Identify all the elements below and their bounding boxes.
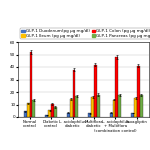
Bar	[67, 113, 70, 117]
Bar	[51, 104, 54, 117]
Bar	[70, 99, 72, 117]
Bar	[118, 95, 121, 117]
Bar	[24, 111, 27, 117]
Bar	[48, 110, 51, 117]
Bar	[140, 94, 142, 117]
Bar	[45, 115, 48, 117]
Bar	[91, 97, 94, 117]
Bar	[116, 57, 118, 117]
Bar	[30, 52, 32, 117]
Bar	[72, 69, 75, 117]
Bar	[54, 107, 57, 117]
Bar	[32, 100, 35, 117]
Bar	[75, 96, 78, 117]
Bar	[137, 66, 140, 117]
Bar	[113, 99, 116, 117]
Bar	[94, 64, 97, 117]
Bar	[88, 113, 91, 117]
Bar	[110, 113, 113, 117]
Bar	[97, 94, 100, 117]
Bar	[27, 103, 30, 117]
Bar	[131, 113, 134, 117]
Bar	[134, 98, 137, 117]
Legend: GLP-1 Duodenum(pg µg mg/dl), GLP-1 Ileum (pg µg mg/dl), GLP-1 Colon (pg µg mg/dl: GLP-1 Duodenum(pg µg mg/dl), GLP-1 Ileum…	[20, 28, 150, 39]
